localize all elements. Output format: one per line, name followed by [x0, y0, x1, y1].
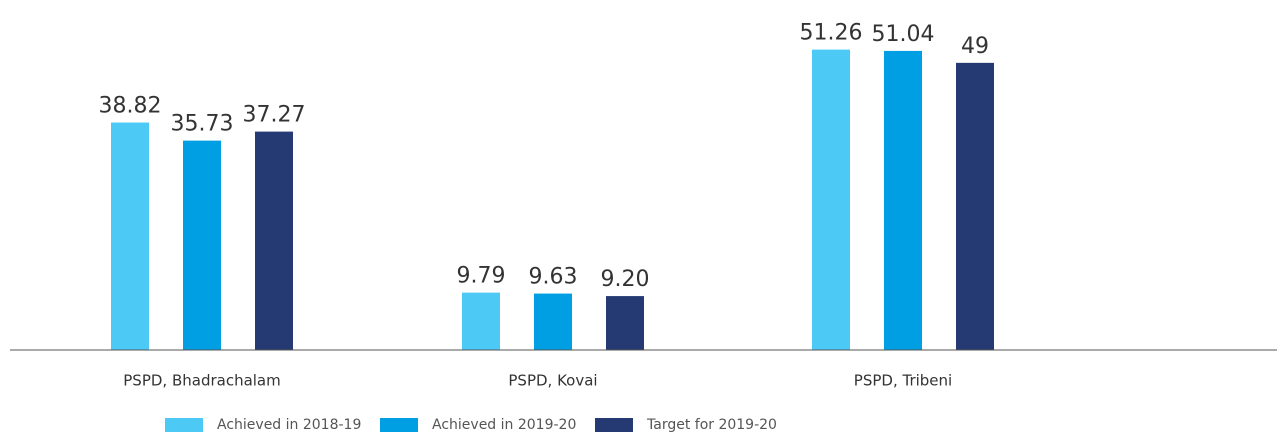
data-label: 51.04 — [872, 22, 935, 47]
x-tick-label: PSPD, Bhadrachalam — [123, 372, 281, 390]
bar — [255, 131, 293, 350]
bar — [462, 292, 500, 350]
bar — [884, 50, 922, 350]
legend-label: Achieved in 2019-20 — [432, 417, 576, 432]
bar — [606, 296, 644, 350]
legend-swatch — [595, 418, 633, 432]
bar — [111, 122, 149, 350]
data-label: 38.82 — [99, 94, 162, 119]
bar — [534, 293, 572, 350]
legend-swatch — [380, 418, 418, 432]
data-label: 49 — [961, 34, 989, 59]
data-label: 9.79 — [457, 264, 506, 289]
data-label: 37.27 — [243, 103, 306, 128]
x-tick-label: PSPD, Tribeni — [854, 372, 952, 390]
bar — [812, 49, 850, 351]
bar — [956, 62, 994, 351]
data-label: 9.63 — [529, 265, 578, 290]
data-label: 9.20 — [601, 267, 650, 292]
bar — [183, 140, 221, 350]
legend-label: Achieved in 2018-19 — [217, 417, 361, 432]
x-tick-label: PSPD, Kovai — [508, 372, 597, 390]
data-label: 35.73 — [171, 112, 234, 137]
legend-label: Target for 2019-20 — [646, 417, 777, 432]
legend-swatch — [165, 418, 203, 432]
data-label: 51.26 — [800, 21, 863, 46]
